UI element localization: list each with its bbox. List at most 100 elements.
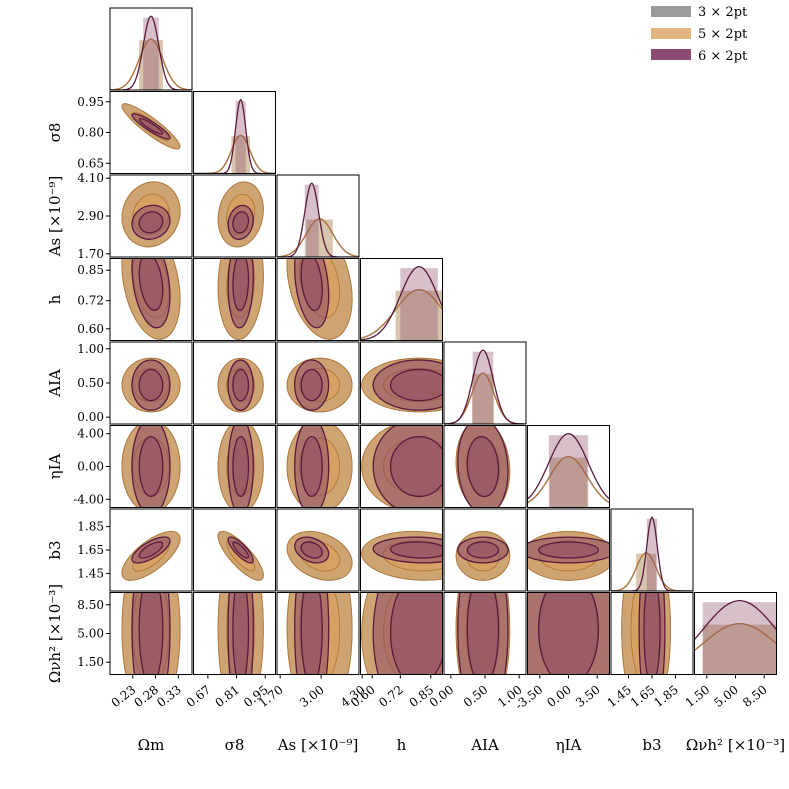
panel-frame [527,425,610,508]
y-tick-label: 2.90 [77,209,104,223]
marginal-curve-2 [193,98,276,174]
panel-1-1 [193,91,276,174]
contour-2-level-1 [232,258,250,312]
y-tick-label: 0.80 [77,126,104,140]
contour-2-level-1 [138,592,164,675]
contour-2-level-1 [300,592,323,675]
marginal-band-2 [235,101,246,174]
panel-5-4 [443,425,527,508]
panel-7-1: 0.67 0.81 0.95 [184,592,276,710]
panel-contents [217,530,264,581]
y-tick-label: 1.00 [77,342,104,356]
panel-contents [217,592,264,675]
y-tick-label: 1.50 [77,655,104,669]
legend-label-6x2pt: 6 × 2pt [698,49,748,64]
x-tick-label: 0.81 [212,683,242,710]
panel-frame [109,258,193,341]
x-axis-label-2: As [×10⁻⁹] [277,736,359,754]
panel-frame [360,508,443,592]
x-tick-label: 1.45 [604,683,634,710]
contour-2-level-1 [466,435,500,498]
marginal-curve-2 [444,349,526,424]
y-tick-label: 1.70 [77,247,104,261]
y-tick-label: 5.00 [77,627,104,641]
panel-contents [121,181,181,248]
marginal-band-2 [472,351,494,424]
contour-2-level-1 [466,592,500,675]
panel-frame [276,425,360,508]
panel-frame [360,425,443,508]
y-tick-label: 1.65 [77,543,104,557]
y-tick-label: 1.85 [77,520,104,534]
marginal-curve-1 [110,38,192,90]
contour-2-level-1 [643,592,661,675]
panel-contents [527,531,610,581]
panel-6-1 [193,508,276,592]
panel-frame [109,7,193,91]
panel-frame [193,508,276,592]
marginal-curve-1 [277,218,359,257]
marginal-band-2 [702,602,777,675]
panel-contents [361,592,443,675]
y-tick-label: -4.00 [73,492,104,506]
panel-frame [193,341,276,425]
panel-5-1 [193,425,276,508]
x-tick-label: 0.72 [376,683,406,710]
panel-contents [455,531,511,581]
marginal-band-0 [139,40,163,90]
x-axis-label-0: Ωm [138,736,165,754]
contour-2-level-1 [300,541,323,559]
contour-2-level-1 [138,435,164,498]
marginal-band-2 [304,184,319,257]
panel-3-1 [193,258,276,341]
x-tick-label: 0.00 [427,683,457,710]
x-tick-label: 1.50 [683,683,713,710]
y-axis-label-4: AIA [46,369,64,398]
panel-2-0: 4.10 2.90 1.70 [77,171,193,261]
panel-contents [455,592,511,675]
panel-0-0 [109,7,193,91]
marginal-band-2 [646,518,658,591]
panel-frame [193,425,276,508]
panel-6-4 [443,508,527,592]
contour-2-level-1 [300,258,323,312]
panel-6-2 [276,508,360,592]
marginal-band-0 [231,136,250,174]
marginal-band-2 [143,17,159,90]
x-axis-label-5: ηIA [556,736,582,754]
contour-2-level-1 [300,368,323,402]
y-axis-label-1: σ8 [46,123,64,143]
panel-frame [276,341,360,425]
panel-contents [217,425,264,508]
panel-contents [444,349,526,424]
panel-frame [276,592,360,675]
contour-2-level-1 [389,368,443,402]
x-axis-label-6: b3 [642,736,661,754]
panel-frame [443,341,527,425]
panel-contents [121,357,181,413]
panel-frame [193,174,276,258]
legend: 3 × 2pt 5 × 2pt 6 × 2pt [651,5,748,64]
contour-2-level-1 [232,368,250,402]
marginal-band-2 [400,268,438,341]
x-tick-label: 1.85 [651,683,681,710]
contour-2-level-1 [232,541,250,559]
corner-panels: 0.95 0.80 0.654.10 2.90 1.70 0.85 0.72 0.60 1.00… [46,7,785,754]
contour-2-level-1 [138,541,164,559]
panel-4-3 [360,341,443,425]
panel-6-5 [527,508,610,592]
x-tick-label: 0.00 [544,683,574,710]
marginal-curve-2 [360,266,443,341]
legend-swatch-6x2pt [651,49,691,60]
legend-label-5x2pt: 5 × 2pt [698,27,748,42]
marginal-band-1 [472,374,494,424]
panel-5-0: 4.00 0.00 -4.00 [73,425,193,508]
marginal-band-1 [139,40,163,90]
contour-2-level-1 [389,435,443,498]
y-tick-label: 8.50 [77,598,104,612]
panel-frame [193,592,276,675]
contour-2-level-1 [232,592,250,675]
panel-4-1 [193,341,276,425]
panel-frame [193,258,276,341]
